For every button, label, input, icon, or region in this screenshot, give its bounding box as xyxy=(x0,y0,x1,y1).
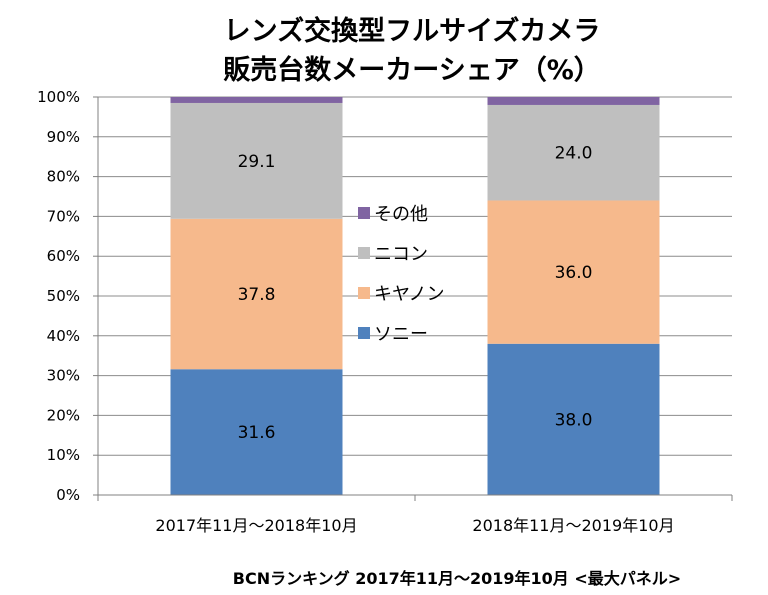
legend-label: ニコン xyxy=(374,244,428,265)
chart-title-line-1: レンズ交換型フルサイズカメラ xyxy=(224,15,601,47)
y-tick-label: 40% xyxy=(47,327,80,345)
x-category-label: 2018年11月～2019年10月 xyxy=(472,516,674,535)
data-label: 36.0 xyxy=(555,263,593,283)
chart-title-line-2: 販売台数メーカーシェア（%） xyxy=(223,54,601,86)
bar-segment xyxy=(170,369,343,495)
legend-swatch xyxy=(358,327,370,339)
bar-segment xyxy=(170,97,343,103)
bar-segment xyxy=(170,102,343,219)
legend-label: キヤノン xyxy=(374,284,445,305)
data-label: 38.0 xyxy=(555,410,593,430)
y-tick-label: 20% xyxy=(47,406,80,424)
y-tick-label: 50% xyxy=(47,287,80,305)
data-label: 24.0 xyxy=(555,144,593,164)
legend-swatch xyxy=(358,287,370,299)
bar-segment xyxy=(487,97,660,105)
bar-segment xyxy=(487,343,660,495)
bar-segment xyxy=(170,218,343,370)
bar-segment xyxy=(487,104,660,201)
legend-label: その他 xyxy=(374,204,428,225)
y-tick-label: 0% xyxy=(56,486,80,504)
y-tick-label: 30% xyxy=(47,367,80,385)
y-tick-label: 10% xyxy=(47,446,80,464)
data-label: 31.6 xyxy=(238,423,276,443)
data-label: 29.1 xyxy=(238,152,276,172)
y-tick-label: 90% xyxy=(47,128,80,146)
y-tick-label: 70% xyxy=(47,207,80,225)
source-caption: BCNランキング 2017年11月～2019年10月 <最大パネル> xyxy=(233,569,681,588)
data-label: 37.8 xyxy=(238,285,276,305)
y-tick-label: 100% xyxy=(37,88,80,106)
legend-swatch xyxy=(358,247,370,259)
y-tick-label: 80% xyxy=(47,168,80,186)
y-tick-label: 60% xyxy=(47,247,80,265)
bar-segment xyxy=(487,200,660,344)
x-category-label: 2017年11月～2018年10月 xyxy=(155,516,357,535)
legend-label: ソニー xyxy=(374,324,428,345)
legend-swatch xyxy=(358,207,370,219)
